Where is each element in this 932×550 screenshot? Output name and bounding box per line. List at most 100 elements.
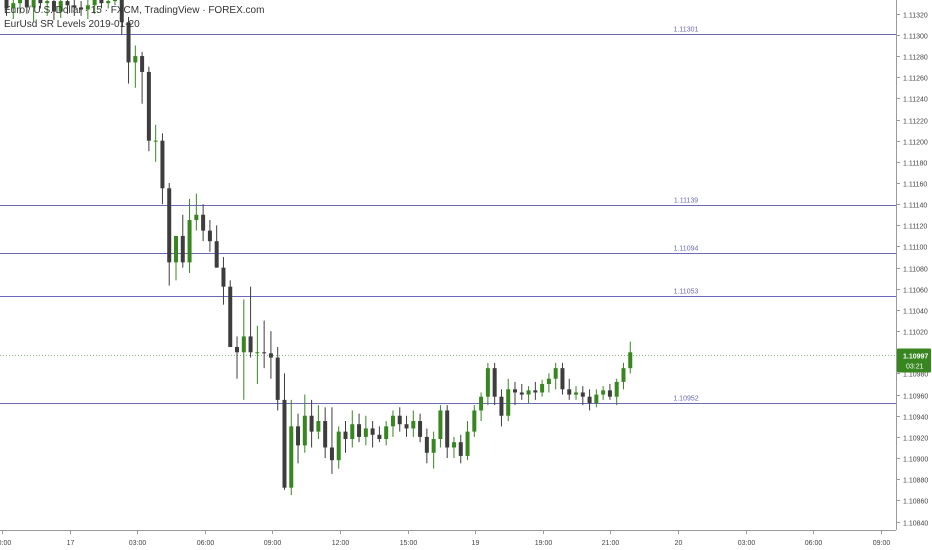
candle-body (479, 396, 484, 411)
candle-body (99, 0, 104, 4)
candle (207, 220, 212, 252)
candle (357, 413, 362, 443)
candle (72, 0, 77, 16)
price-axis[interactable]: 1.10840 1.10860 1.10880 1.10900 1.10920 1.109… (896, 0, 928, 530)
candle-body (38, 0, 43, 4)
price-tick-label: 1.11260 (903, 76, 928, 83)
candle (445, 405, 450, 459)
candle-body (65, 1, 70, 6)
candle (119, 0, 124, 35)
time-tick-label: 03:00 (129, 540, 147, 547)
candle (601, 386, 606, 400)
sr-level-label: 1.10952 (673, 396, 698, 403)
candle (174, 235, 178, 281)
candle (255, 325, 260, 385)
candle-body (465, 431, 470, 456)
candle (594, 389, 599, 408)
candle (567, 378, 572, 400)
candle (140, 51, 145, 104)
price-tick-label: 1.11100 (903, 245, 927, 252)
sr-levels: 1.11301 1.11139 1.11094 1.11053 1.10952 (0, 27, 896, 404)
candle (621, 362, 626, 390)
candle (31, 0, 36, 23)
price-tick-label: 1.11300 (903, 34, 928, 41)
candle-body (106, 1, 111, 4)
candle-body (451, 442, 456, 448)
candle (241, 299, 246, 400)
candle (18, 0, 23, 14)
bar-countdown: 03:21 (906, 363, 924, 370)
candle-body (51, 1, 56, 12)
candle (65, 0, 70, 14)
candle (390, 410, 395, 437)
time-axis[interactable]: 00:00 17 03:00 06:00 09:00 12:00 15:00 19 19:00 2… (0, 530, 896, 547)
time-tick-label: 15:00 (400, 540, 418, 547)
candle-body (418, 421, 423, 437)
candle (472, 405, 477, 437)
sr-level-label: 1.11094 (674, 246, 699, 253)
candle (133, 45, 138, 88)
candle-body (92, 0, 97, 6)
indicator-title[interactable]: EurUsd SR Levels 2019-01-20 (4, 19, 140, 30)
candle-body (241, 336, 246, 353)
time-tick-label: 06:00 (805, 540, 823, 547)
candle-body (119, 0, 124, 23)
time-tick-label: 20 (675, 540, 683, 547)
candle (180, 214, 185, 268)
time-tick-label: 00:00 (0, 540, 11, 547)
candle (363, 415, 368, 446)
candle-body (594, 394, 599, 404)
candle (99, 0, 104, 9)
candle-body (140, 56, 145, 72)
last-price-marker: 1.10997 03:21 (0, 348, 931, 373)
candle (519, 384, 524, 400)
candle (384, 421, 389, 446)
price-tick-label: 1.10860 (903, 499, 928, 506)
candle-body (397, 415, 402, 425)
price-tick-label: 1.10960 (903, 394, 928, 401)
symbol-title[interactable]: Euro / U.S. Dollar · 15 · FXCM, TradingV… (4, 5, 265, 16)
candle-body (350, 424, 355, 440)
candle (45, 0, 50, 16)
candle-body (519, 392, 524, 395)
candle-body (526, 390, 531, 395)
candle (411, 410, 416, 437)
price-tick-label: 1.11240 (903, 97, 928, 104)
price-tick-label: 1.11200 (903, 140, 928, 147)
candle (214, 225, 219, 268)
candle-body (248, 336, 253, 353)
candle-body (24, 0, 29, 8)
candle (221, 257, 226, 305)
candle-body (302, 415, 307, 446)
candle (106, 0, 111, 9)
price-tick-label: 1.10980 (903, 372, 928, 379)
candle-body (607, 390, 612, 397)
candle (465, 421, 470, 461)
candle (79, 1, 84, 16)
price-tick-label: 1.11080 (903, 267, 928, 274)
candle (404, 415, 409, 437)
candle (153, 124, 158, 162)
candle-body (18, 0, 23, 4)
candle-body (404, 424, 409, 429)
candle (628, 341, 633, 374)
candle (336, 426, 341, 469)
candle (323, 407, 328, 459)
candle (397, 407, 402, 432)
price-tick-label: 1.10900 (903, 457, 928, 464)
candle (329, 407, 334, 474)
candle (167, 183, 172, 286)
time-tick-label: 17 (67, 540, 75, 547)
candle-body (167, 188, 172, 263)
candle (235, 336, 240, 379)
candle (302, 394, 307, 453)
candle-body (275, 357, 280, 400)
price-tick-label: 1.11320 (903, 13, 928, 20)
candle (499, 389, 504, 427)
candle (201, 204, 206, 242)
candle (553, 362, 558, 390)
candle-body (187, 220, 192, 263)
candle-body (72, 5, 77, 8)
candle (492, 362, 497, 406)
